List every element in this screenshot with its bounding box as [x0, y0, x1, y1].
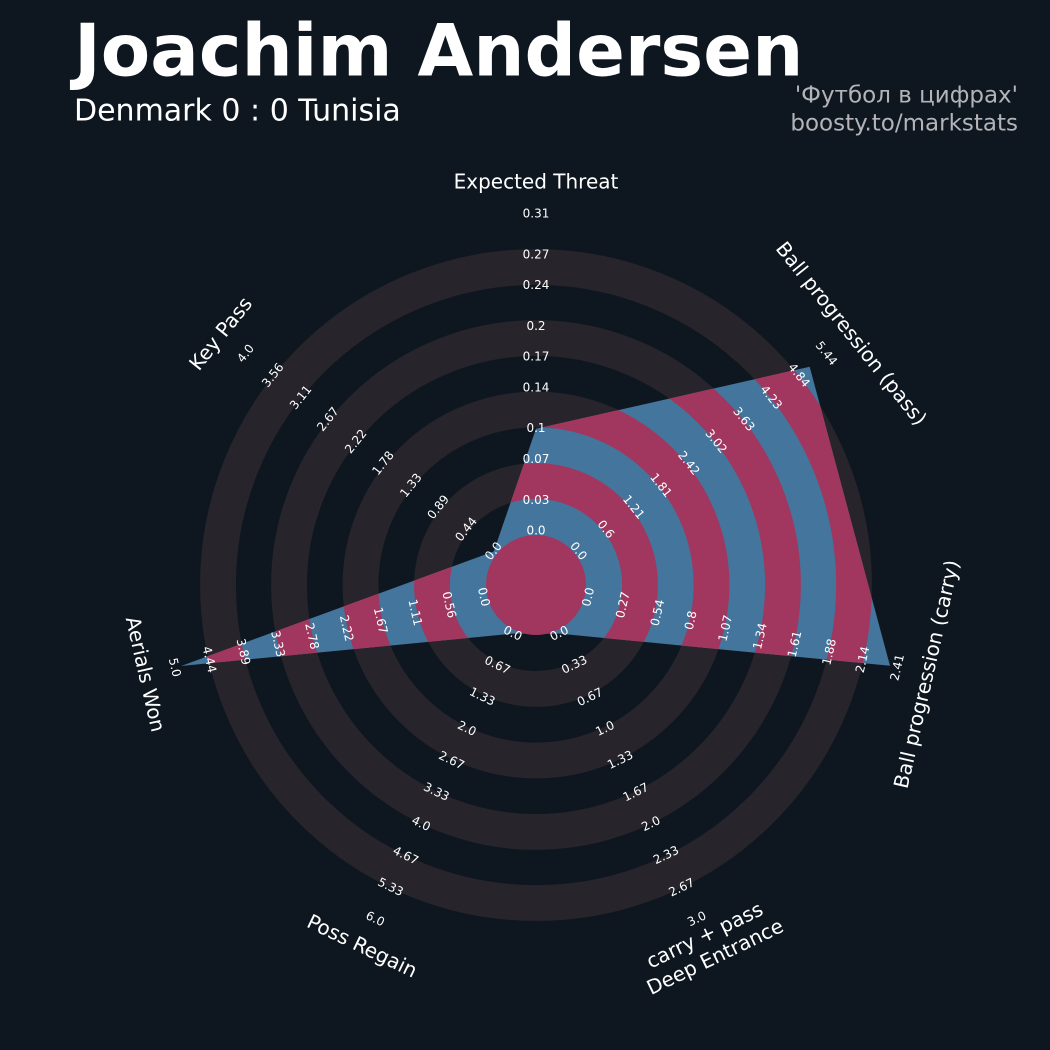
tick-label: 0.31 — [523, 207, 550, 221]
tick-label: 0.54 — [648, 598, 668, 627]
tick-label: 0.03 — [523, 493, 550, 507]
tick-label: 1.11 — [405, 598, 425, 627]
chart-title: Joachim Andersen — [69, 9, 803, 93]
tick-label: 0.8 — [682, 609, 700, 631]
credit: boosty.to/markstats — [790, 111, 1018, 137]
tick-label: 2.22 — [337, 614, 357, 643]
tick-label: 0.0 — [475, 586, 493, 608]
tick-label: 5.0 — [166, 657, 184, 679]
tick-label: 0.0 — [579, 586, 597, 608]
tick-label: 0.1 — [526, 421, 545, 435]
tick-label: 0.07 — [523, 452, 550, 466]
tick-label: 0.17 — [523, 350, 550, 364]
tick-label: 0.56 — [439, 590, 459, 619]
tick-label: 3.89 — [234, 637, 254, 666]
credit: 'Футбол в цифрах' — [795, 83, 1018, 109]
param-label: Expected Threat — [454, 170, 619, 194]
tick-label: 0.27 — [523, 247, 550, 261]
tick-label: 1.88 — [819, 637, 839, 666]
tick-label: 1.61 — [785, 629, 805, 658]
tick-label: 4.44 — [200, 645, 220, 674]
tick-label: 1.07 — [716, 614, 736, 643]
center-circle — [486, 535, 586, 635]
tick-label: 1.67 — [371, 606, 391, 635]
tick-label: 2.14 — [853, 645, 873, 674]
tick-label: 2.78 — [302, 622, 322, 651]
tick-label: 0.24 — [523, 278, 550, 292]
area-band — [414, 463, 658, 667]
tick-label: 3.33 — [268, 629, 288, 658]
tick-label: 1.34 — [750, 622, 770, 651]
tick-label: 0.27 — [613, 590, 633, 619]
tick-label: 2.41 — [887, 653, 907, 682]
tick-label: 0.14 — [523, 380, 550, 394]
tick-label: 0.0 — [526, 524, 545, 538]
chart-subtitle: Denmark 0 : 0 Tunisia — [74, 94, 401, 129]
tick-label: 0.2 — [526, 319, 545, 333]
